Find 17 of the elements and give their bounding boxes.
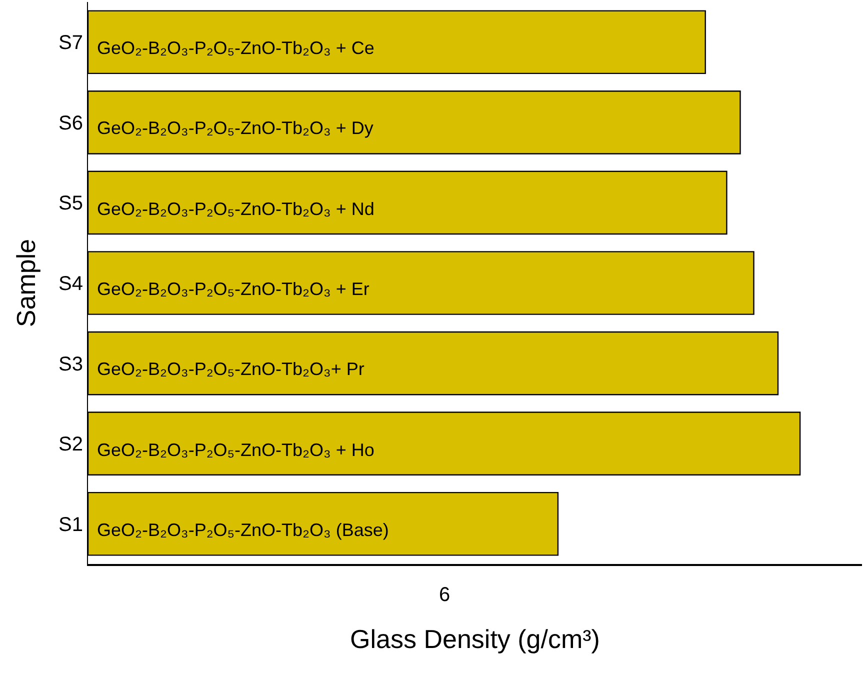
y-tick-label: S3: [58, 353, 83, 376]
y-tick-label: S5: [58, 192, 83, 215]
y-tick-label: S2: [58, 434, 83, 456]
annotation: GeO₂-B₂O₃-P₂O₅-ZnO-Tb₂O₃ + Dy: [97, 118, 374, 138]
annotation: GeO₂-B₂O₃-P₂O₅-ZnO-Tb₂O₃ (Base): [97, 520, 389, 540]
y-axis-title: Sample: [10, 238, 41, 328]
x-axis-title: Glass Density (g/cm³): [350, 624, 600, 654]
y-tick-label: S1: [58, 514, 83, 536]
text: 6: [439, 584, 450, 606]
annotation: GeO₂-B₂O₃-P₂O₅-ZnO-Tb₂O₃ + Er: [97, 279, 370, 299]
y-tick-label: S4: [58, 273, 83, 295]
annotation: GeO₂-B₂O₃-P₂O₅-ZnO-Tb₂O₃ + Ho: [97, 440, 374, 460]
annotation: GeO₂-B₂O₃-P₂O₅-ZnO-Tb₂O₃+ Pr: [97, 359, 364, 379]
y-tick-label: S6: [58, 112, 83, 134]
annotation: GeO₂-B₂O₃-P₂O₅-ZnO-Tb₂O₃ + Nd: [97, 199, 374, 219]
y-tick-label: S7: [58, 32, 83, 54]
annotation: GeO₂-B₂O₃-P₂O₅-ZnO-Tb₂O₃ + Ce: [97, 38, 374, 58]
